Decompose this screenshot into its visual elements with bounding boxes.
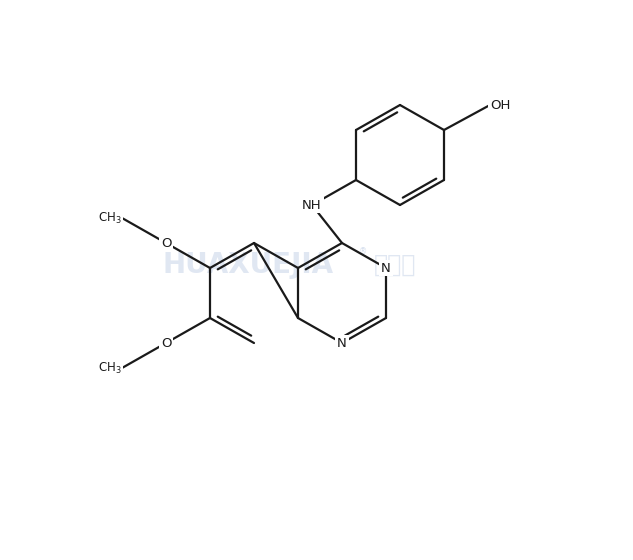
Text: NH: NH	[302, 198, 322, 212]
Text: N: N	[337, 337, 347, 349]
Text: O: O	[161, 236, 172, 250]
Text: ®: ®	[359, 248, 367, 256]
Text: N: N	[381, 262, 391, 274]
Text: HUAXUEJIA: HUAXUEJIA	[163, 251, 334, 279]
Text: 化学加: 化学加	[374, 253, 416, 277]
Text: CH$_3$: CH$_3$	[98, 361, 122, 376]
Text: OH: OH	[490, 99, 510, 111]
Text: O: O	[161, 337, 172, 349]
Text: CH$_3$: CH$_3$	[98, 211, 122, 226]
